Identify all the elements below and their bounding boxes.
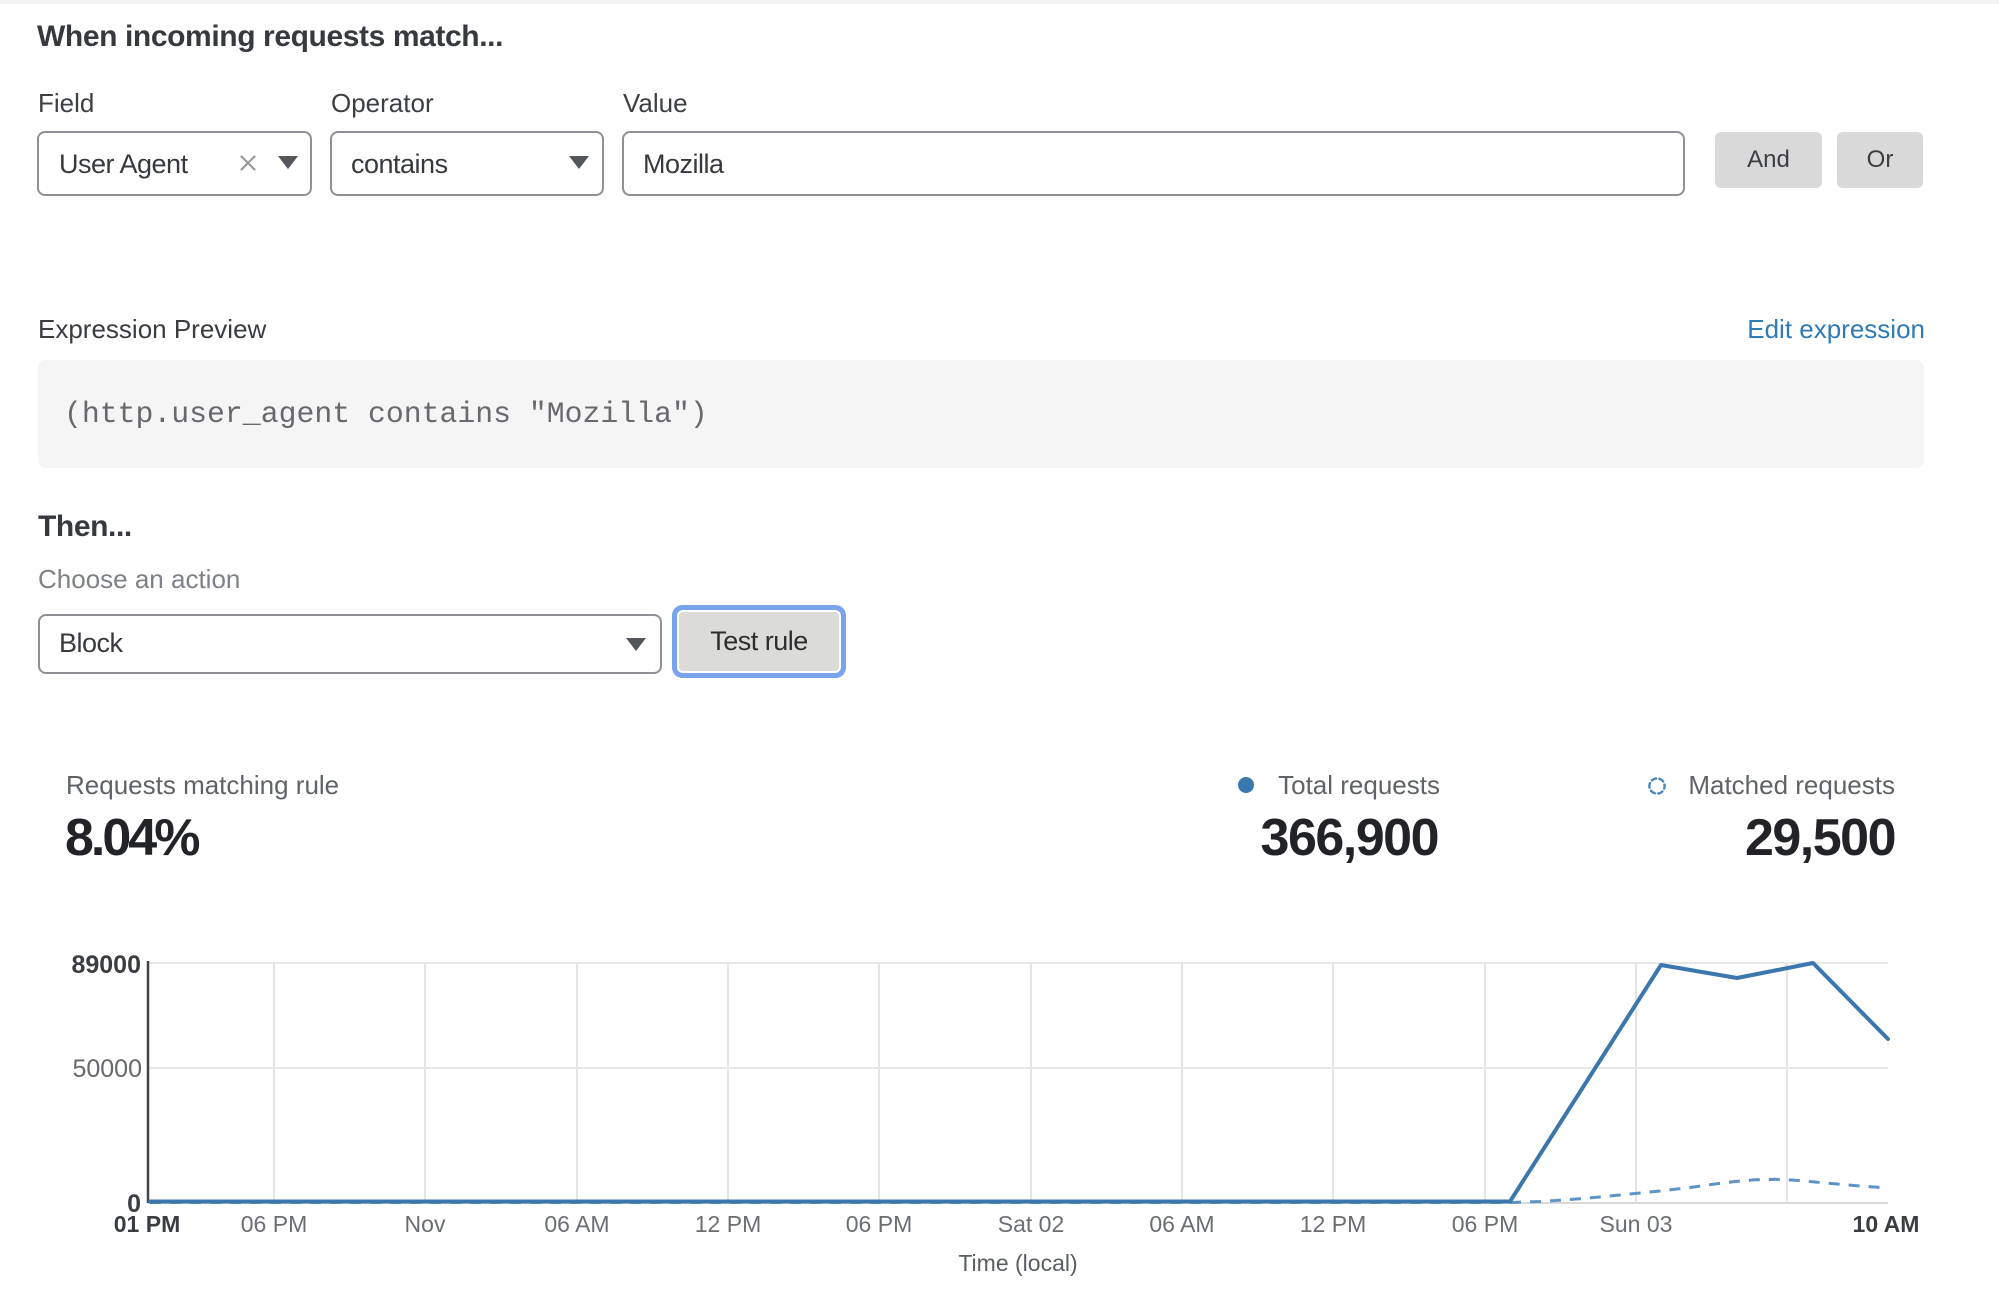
svg-text:01 PM: 01 PM	[114, 1211, 180, 1237]
svg-text:06 PM: 06 PM	[241, 1211, 307, 1237]
svg-text:06 PM: 06 PM	[1452, 1211, 1518, 1237]
svg-text:89000: 89000	[71, 951, 141, 979]
svg-text:06 PM: 06 PM	[846, 1211, 912, 1237]
svg-text:Time (local): Time (local)	[958, 1250, 1077, 1276]
svg-text:Sat 02: Sat 02	[998, 1211, 1065, 1237]
svg-text:06 AM: 06 AM	[1149, 1211, 1214, 1237]
svg-text:Nov: Nov	[405, 1211, 446, 1237]
svg-text:12 PM: 12 PM	[695, 1211, 761, 1237]
svg-text:50000: 50000	[72, 1055, 142, 1083]
svg-text:Sun 03: Sun 03	[1600, 1211, 1673, 1237]
svg-text:10 AM: 10 AM	[1853, 1211, 1920, 1237]
svg-text:12 PM: 12 PM	[1300, 1211, 1366, 1237]
svg-text:0: 0	[127, 1190, 141, 1218]
svg-text:06 AM: 06 AM	[544, 1211, 609, 1237]
